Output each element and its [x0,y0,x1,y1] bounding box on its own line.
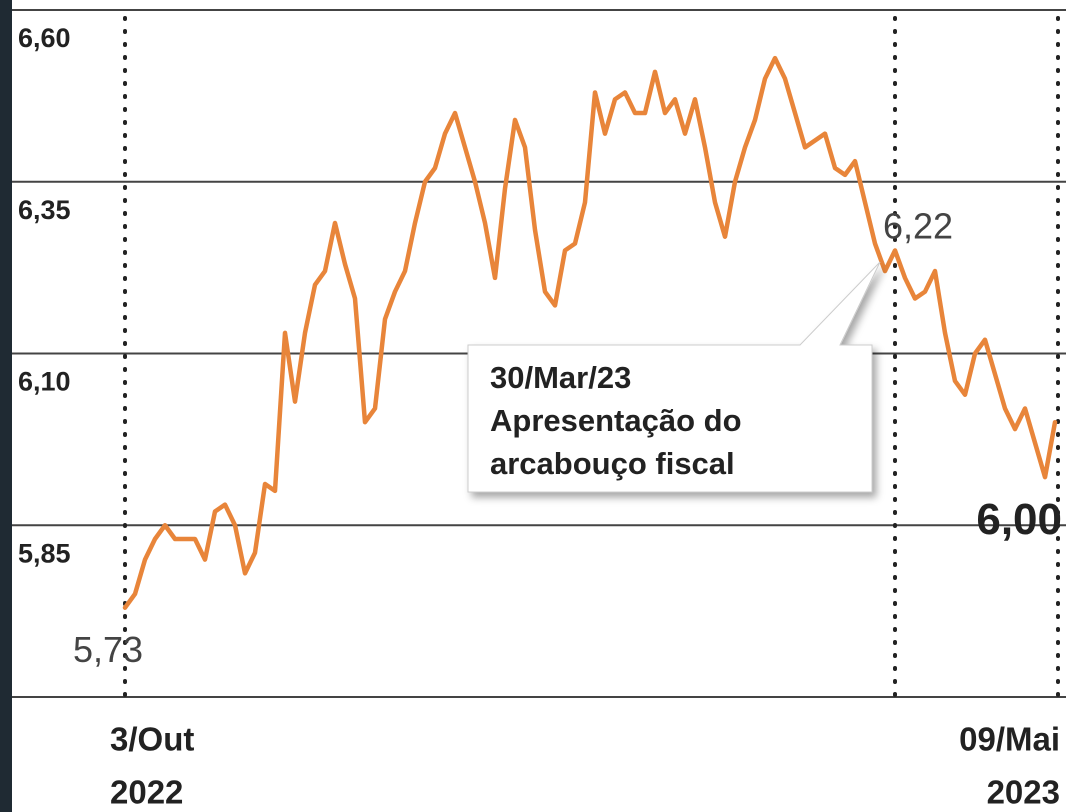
x-tick-label: 3/Out [110,721,194,758]
value-label: 5,73 [73,629,143,670]
x-tick-label: 09/Mai [959,721,1060,758]
value-label: 6,22 [883,206,953,247]
y-tick-label: 5,85 [18,538,71,568]
plot: 5,73 6,22 6,00 [73,55,1062,670]
x-tick-year: 2022 [110,774,183,811]
annotation-line: Apresentação do [490,403,742,438]
x-tick-year: 2023 [987,774,1060,811]
annotation-line: arcabouço fiscal [490,446,735,481]
callout-box [467,261,881,493]
y-tick-label: 6,35 [18,195,71,225]
side-strip [0,0,12,812]
annotation-line: 30/Mar/23 [490,360,631,395]
y-tick-label: 6,60 [18,23,71,53]
y-tick-label: 6,10 [18,367,71,397]
callout: 30/Mar/23 Apresentação do arcabouço fisc… [467,261,881,493]
line-series [122,55,1058,610]
grid: 5,85 6,10 6,35 6,60 3/Out 2022 09/Mai 2023 [12,9,1066,811]
value-label: 6,00 [976,495,1062,544]
